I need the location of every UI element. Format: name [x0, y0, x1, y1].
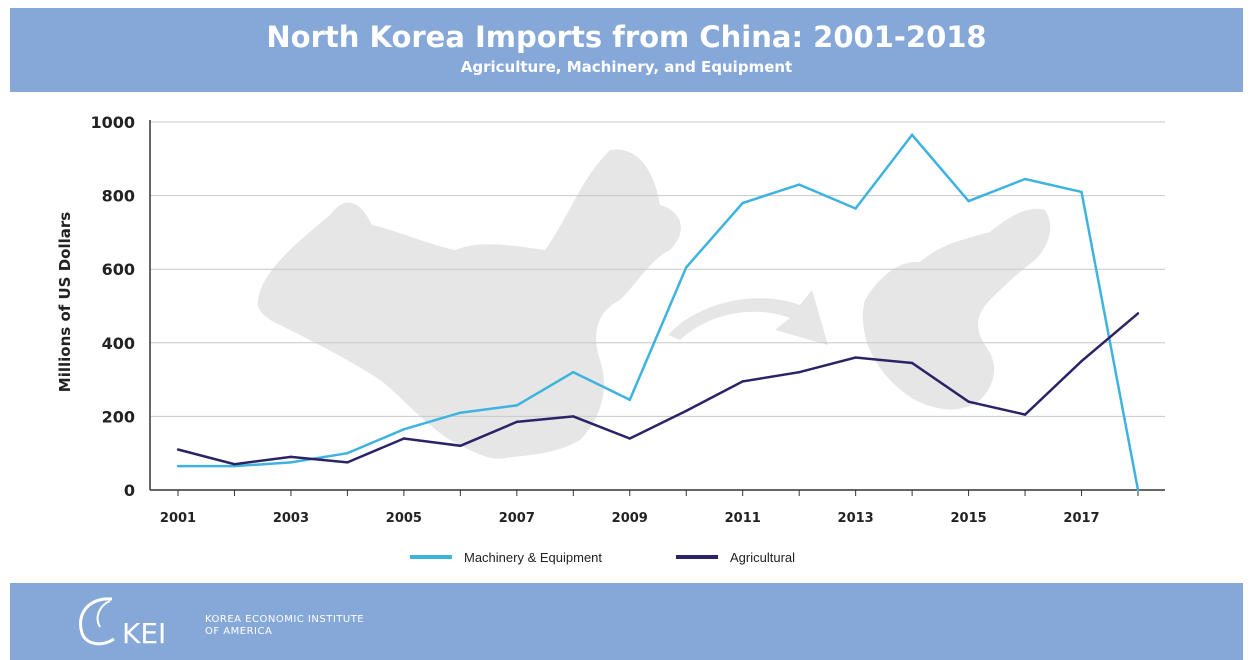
x-tick-label: 2015 [950, 511, 986, 526]
machinery-equipment-line-point [402, 428, 406, 431]
x-tick-label: 2003 [273, 511, 309, 526]
chart-gridlines [150, 121, 1165, 417]
agricultural-line-point [402, 437, 406, 440]
agricultural-line-point [685, 409, 688, 413]
machinery-equipment-line-point [459, 411, 462, 414]
agricultural-line-point [233, 463, 236, 466]
chart-title: North Korea Imports from China: 2001-201… [266, 20, 987, 54]
header-banner: North Korea Imports from China: 2001-201… [10, 8, 1243, 92]
agricultural-line-point [1023, 413, 1027, 416]
agricultural-line-point [1080, 360, 1083, 363]
arrow-silhouette [668, 290, 828, 345]
chart-series [176, 132, 1140, 492]
legend-item-machinery: Machinery & Equipment [410, 550, 602, 565]
y-tick-label: 600 [102, 260, 135, 279]
x-tick-label: 2009 [612, 511, 648, 526]
machinery-equipment-line-point [1136, 488, 1140, 492]
agricultural-line-point [1136, 312, 1140, 315]
agricultural-line-point [854, 356, 857, 359]
y-tick-label: 0 [124, 481, 135, 500]
china-map-silhouette [257, 149, 681, 459]
x-tick-label: 2011 [725, 511, 761, 526]
logo-name-line1: KOREA ECONOMIC INSTITUTE [205, 614, 365, 625]
machinery-equipment-line-point [685, 266, 688, 269]
machinery-equipment-line-point [854, 207, 857, 210]
machinery-equipment-line-point [572, 371, 575, 374]
machinery-equipment-line-point [515, 404, 519, 407]
y-tick-label: 200 [102, 407, 135, 426]
machinery-equipment-line-point [1023, 177, 1027, 181]
x-axis-ticks: 2001 2003 2005 2007 2009 2011 2013 2015 2017 [160, 490, 1139, 526]
legend-label: Machinery & Equipment [464, 550, 602, 565]
logo-organization-name: KOREA ECONOMIC INSTITUTE OF AMERICA [205, 614, 364, 638]
machinery-equipment-line-point [289, 461, 293, 464]
machinery-equipment-line-point [1080, 190, 1083, 194]
footer-banner: KEI KOREA ECONOMIC INSTITUTE OF AMERICA [10, 583, 1243, 660]
machinery-equipment-line-point [967, 199, 970, 203]
legend-label: Agricultural [730, 550, 795, 565]
x-tick-label: 2013 [838, 511, 874, 526]
x-tick-label: 2005 [386, 511, 422, 526]
machinery-equipment-line-point [176, 464, 180, 468]
map-silhouette-background [257, 149, 1051, 459]
logo-letters: KEI [122, 617, 166, 650]
y-tick-label: 800 [102, 187, 135, 206]
agricultural-line-point [741, 380, 744, 383]
machinery-equipment-line-point [628, 398, 631, 402]
y-tick-label: 400 [102, 334, 135, 353]
agricultural-line [177, 312, 1139, 466]
agricultural-line-point [515, 420, 519, 424]
machinery-equipment-line-point [346, 452, 349, 455]
agricultural-line-point [967, 400, 970, 403]
machinery-equipment-line-point [233, 464, 236, 468]
agricultural-line-point [628, 437, 631, 440]
agricultural-line-point [289, 455, 293, 459]
logo-name-line2: OF AMERICA [205, 626, 273, 637]
x-tick-label: 2001 [160, 511, 196, 526]
machinery-equipment-line-point [741, 201, 744, 205]
x-tick-label: 2007 [499, 511, 535, 526]
y-axis-label: Millions of US Dollars [56, 212, 74, 392]
y-tick-label: 1000 [90, 113, 135, 132]
agricultural-line-point [797, 371, 801, 374]
chart-subtitle: Agriculture, Machinery, and Equipment [460, 58, 793, 76]
agricultural-line-point [459, 444, 462, 448]
agricultural-line-point [346, 461, 349, 464]
chart-axes [149, 120, 1165, 491]
machinery-equipment-line [178, 132, 1140, 491]
x-tick-label: 2017 [1063, 511, 1099, 526]
y-axis-ticks: 0 200 400 600 800 1000 [90, 113, 135, 500]
agricultural-line-point [572, 415, 575, 418]
chart-legend: Machinery & Equipment Agricultural [410, 550, 795, 565]
korea-map-silhouette [862, 208, 1051, 410]
kei-logo: KEI [79, 597, 166, 650]
machinery-equipment-line-point [797, 183, 801, 186]
agricultural-line-point [176, 448, 180, 451]
agricultural-line-point [910, 361, 914, 365]
legend-item-agricultural: Agricultural [676, 550, 795, 565]
machinery-equipment-line-point [910, 133, 914, 137]
